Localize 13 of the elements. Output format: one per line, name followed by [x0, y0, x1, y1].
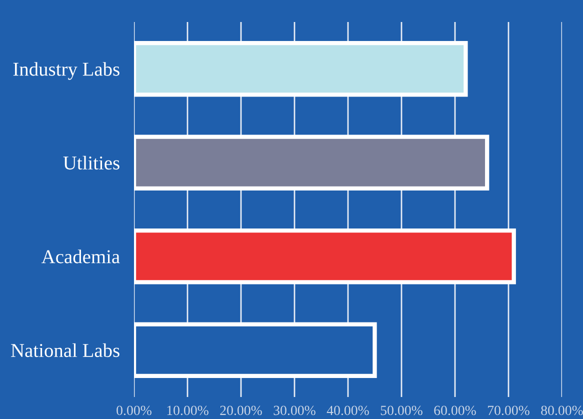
x-tick-label: 0.00% [116, 406, 152, 416]
x-tick-label: 80.00% [541, 406, 583, 416]
x-tick-label: 60.00% [434, 406, 476, 416]
y-tick-label: Academia [41, 250, 120, 264]
x-tick-label: 20.00% [220, 406, 262, 416]
y-tick-label: National Labs [11, 343, 120, 358]
x-tick-label: 70.00% [488, 406, 530, 416]
x-tick-label: 30.00% [274, 406, 316, 416]
x-tick-label: 50.00% [380, 406, 422, 416]
y-tick-label: Utlities [63, 156, 120, 170]
x-tick-label: 10.00% [167, 406, 208, 416]
x-tick-label: 40.00% [326, 406, 369, 416]
y-tick-label: Industry Labs [13, 62, 120, 80]
